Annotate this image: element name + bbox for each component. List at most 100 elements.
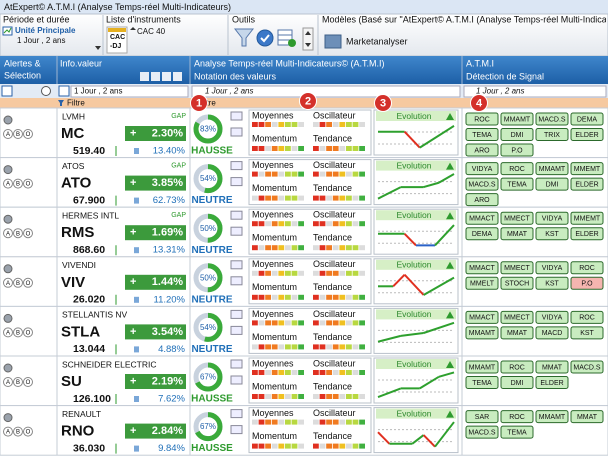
signal-label[interactable]: MMECT (504, 216, 530, 223)
alert-button[interactable] (3, 426, 13, 437)
alert-button[interactable] (13, 327, 23, 338)
row-icon[interactable] (230, 111, 243, 121)
row-icon[interactable] (230, 309, 243, 319)
range-label[interactable]: 1 Jour , 2 ans (476, 87, 524, 96)
signal-label[interactable]: MMAT (507, 231, 528, 238)
signal-button[interactable] (465, 162, 499, 176)
header-icon[interactable] (162, 72, 171, 81)
signal-button[interactable] (465, 425, 499, 439)
signal-label[interactable]: MMAMT (469, 364, 496, 371)
row-icon[interactable] (230, 359, 243, 369)
signal-label[interactable]: MMAT (577, 414, 598, 421)
signal-button[interactable] (500, 162, 534, 176)
stock-row[interactable]: A B O HERMES INTL GAP RMS +1.69% 868.60 13.31% 50… (0, 206, 608, 258)
signal-button[interactable] (500, 143, 534, 157)
signal-button[interactable] (500, 326, 534, 340)
alert-toggle[interactable] (3, 264, 13, 274)
signal-label[interactable]: MMAMT (469, 330, 496, 337)
alert-letter[interactable]: B (16, 330, 20, 336)
signal-label[interactable]: VIDYA (472, 166, 493, 173)
alert-button[interactable] (13, 228, 23, 239)
signal-button[interactable] (570, 177, 604, 191)
signal-button[interactable] (465, 360, 499, 374)
alert-button[interactable] (13, 426, 23, 437)
row-icon[interactable] (230, 409, 243, 419)
spin-down[interactable] (305, 43, 311, 47)
signal-button[interactable] (535, 177, 569, 191)
spin-tool[interactable] (302, 27, 314, 51)
alert-button[interactable] (13, 377, 23, 387)
signal-label[interactable]: ELDER (540, 380, 563, 387)
signal-label[interactable]: MMACT (469, 216, 495, 223)
alert-button[interactable] (13, 277, 23, 288)
alert-button[interactable] (3, 228, 13, 239)
header-icon[interactable] (173, 72, 182, 81)
calendar-icon[interactable] (58, 85, 70, 97)
header-label[interactable]: Info.valeur (60, 58, 102, 68)
header-icon[interactable] (151, 72, 160, 81)
header-label[interactable]: A.T.M.I (466, 58, 494, 68)
signal-button[interactable] (570, 326, 604, 340)
signal-label[interactable]: ROC (509, 414, 525, 421)
signal-label[interactable]: DMI (511, 380, 524, 387)
alert-toggle[interactable] (3, 363, 13, 373)
signal-button[interactable] (535, 261, 569, 275)
signal-label[interactable]: ROC (509, 364, 525, 371)
filter-label[interactable]: Filtre (67, 99, 85, 108)
header-label[interactable]: Alertes & (4, 58, 41, 68)
row-icon[interactable] (230, 260, 243, 270)
signal-button[interactable] (465, 326, 499, 340)
signal-label[interactable]: DMI (511, 132, 524, 139)
row-icon[interactable] (230, 375, 243, 385)
signal-label[interactable]: P.O (511, 147, 523, 154)
alert-toggle[interactable] (3, 413, 13, 423)
range-label[interactable]: 1 Jour , 2 ans (17, 36, 65, 45)
signal-button[interactable] (570, 410, 604, 424)
signal-button[interactable] (570, 276, 604, 290)
alert-button[interactable] (23, 129, 33, 139)
alert-toggle[interactable] (3, 115, 13, 125)
alert-letter[interactable]: A (6, 182, 10, 188)
header-label[interactable]: Notation des valeurs (194, 71, 277, 81)
alert-toggle[interactable] (3, 165, 13, 175)
signal-label[interactable]: MMACT (469, 265, 495, 272)
signal-label[interactable]: ROC (579, 315, 595, 322)
alert-letter[interactable]: A (6, 132, 10, 138)
signal-label[interactable]: MACD.S (573, 364, 601, 371)
signal-button[interactable] (570, 360, 604, 374)
unit-label[interactable]: Unité Principale (15, 26, 76, 35)
header-label[interactable]: Détection de Signal (466, 71, 544, 81)
alert-button[interactable] (23, 228, 33, 239)
signal-label[interactable]: ROC (579, 265, 595, 272)
row-icon[interactable] (230, 226, 243, 236)
alert-letter[interactable]: A (6, 380, 10, 386)
alert-letter[interactable]: A (6, 281, 10, 287)
signal-button[interactable] (535, 310, 569, 324)
signal-button[interactable] (465, 227, 499, 241)
header-icon[interactable] (140, 72, 149, 81)
alert-button[interactable] (13, 178, 23, 189)
list-icon[interactable]: -DJ (110, 43, 121, 50)
signal-label[interactable]: MMEMT (574, 216, 601, 223)
signal-button[interactable] (535, 128, 569, 141)
alert-button[interactable] (3, 129, 13, 139)
signal-button[interactable] (535, 410, 569, 424)
signal-label[interactable]: STOCH (505, 281, 529, 288)
alert-button[interactable] (3, 178, 13, 189)
signal-label[interactable]: KST (545, 231, 559, 238)
alert-letter[interactable]: B (16, 182, 20, 188)
alert-letter[interactable]: O (26, 132, 31, 138)
alert-button[interactable] (23, 426, 33, 437)
alert-letter[interactable]: A (6, 231, 10, 237)
signal-button[interactable] (535, 326, 569, 340)
alert-letter[interactable]: O (26, 281, 31, 287)
signal-button[interactable] (465, 193, 499, 207)
alert-button[interactable] (3, 327, 13, 338)
row-icon[interactable] (230, 425, 243, 435)
signal-label[interactable]: ROC (474, 116, 490, 123)
signal-button[interactable] (465, 261, 499, 275)
signal-button[interactable] (535, 276, 569, 290)
signal-label[interactable]: TEMA (507, 429, 527, 436)
signal-button[interactable] (535, 376, 569, 389)
signal-label[interactable]: DEMA (472, 231, 493, 238)
